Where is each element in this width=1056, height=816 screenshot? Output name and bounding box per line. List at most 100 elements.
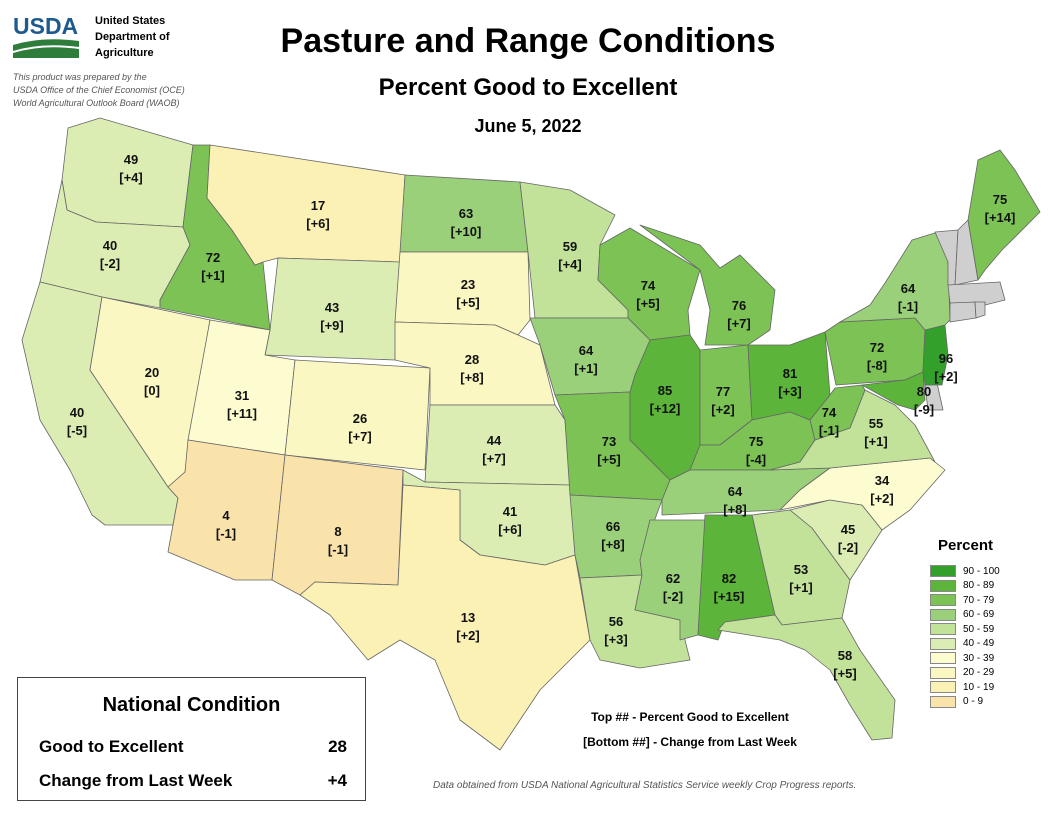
state-value-IA: 64 bbox=[579, 343, 594, 358]
state-value-OK: 41 bbox=[503, 504, 517, 519]
state-change-MS: [-2] bbox=[663, 589, 683, 604]
state-CO bbox=[284, 359, 431, 471]
state-change-WI: [+5] bbox=[636, 296, 659, 311]
state-FL bbox=[717, 614, 896, 741]
state-change-MD: [-9] bbox=[914, 402, 934, 417]
state-change-OR: [-2] bbox=[100, 256, 120, 271]
state-change-NY: [-1] bbox=[898, 299, 918, 314]
usda-logo-text: USDA bbox=[13, 13, 78, 39]
state-WY bbox=[264, 257, 401, 361]
state-value-AR: 66 bbox=[606, 519, 620, 534]
state-change-AR: [+8] bbox=[601, 537, 624, 552]
legend-item: 30 - 39 bbox=[930, 651, 1000, 666]
legend-label: 40 - 49 bbox=[963, 638, 995, 650]
state-change-OK: [+6] bbox=[498, 522, 521, 537]
state-change-WV: [-1] bbox=[819, 423, 839, 438]
state-value-MS: 62 bbox=[666, 571, 680, 586]
good-to-excellent-row: Good to Excellent 28 bbox=[39, 737, 347, 757]
state-MD bbox=[861, 371, 926, 411]
map-title: Pasture and Range Conditions bbox=[280, 22, 776, 60]
state-value-FL: 58 bbox=[838, 648, 852, 663]
state-change-MT: [+6] bbox=[306, 216, 329, 231]
state-value-NV: 20 bbox=[145, 365, 159, 380]
state-change-UT: [+11] bbox=[227, 406, 257, 421]
legend-item: 90 - 100 bbox=[930, 564, 1000, 579]
good-to-excellent-label: Good to Excellent bbox=[39, 737, 184, 756]
state-change-AZ: [-1] bbox=[216, 526, 236, 541]
state-change-KY: [-4] bbox=[746, 452, 766, 467]
legend-swatch bbox=[930, 637, 956, 650]
state-change-IL: [+12] bbox=[650, 401, 681, 416]
state-value-IL: 85 bbox=[658, 383, 672, 398]
national-condition-title: National Condition bbox=[102, 694, 281, 716]
state-value-MT: 17 bbox=[311, 198, 325, 213]
state-value-NM: 8 bbox=[334, 524, 341, 539]
legend-swatch bbox=[930, 652, 956, 665]
legend-label: 90 - 100 bbox=[963, 565, 1000, 577]
change-from-last-week-row: Change from Last Week +4 bbox=[39, 771, 347, 791]
state-value-AZ: 4 bbox=[222, 508, 230, 523]
state-ME bbox=[967, 149, 1041, 281]
state-change-AL: [+15] bbox=[714, 589, 745, 604]
state-value-NC: 34 bbox=[875, 473, 890, 488]
map-date: June 5, 2022 bbox=[474, 116, 582, 136]
state-value-WA: 49 bbox=[124, 152, 138, 167]
state-NY bbox=[839, 231, 951, 331]
state-value-GA: 53 bbox=[794, 562, 808, 577]
state-WV bbox=[809, 384, 866, 441]
legend-title: Percent bbox=[938, 537, 994, 554]
state-value-PA: 72 bbox=[870, 340, 884, 355]
state-value-SC: 45 bbox=[841, 522, 855, 537]
legend-item: 20 - 29 bbox=[930, 666, 1000, 681]
state-change-MN: [+4] bbox=[558, 257, 581, 272]
state-value-MD: 80 bbox=[917, 384, 931, 399]
state-labels: 49 [+4] 40 [-2] 40 [-5] 72 [+1] 20 [0] 17 [+6] 43 [+9… bbox=[67, 152, 1015, 681]
legend-swatch bbox=[930, 623, 956, 636]
state-change-ND: [+10] bbox=[451, 224, 482, 239]
state-change-GA: [+1] bbox=[789, 580, 812, 595]
state-change-ID: [+1] bbox=[201, 268, 224, 283]
state-value-CO: 26 bbox=[353, 411, 367, 426]
legend-swatch bbox=[930, 579, 956, 592]
state-value-IN: 77 bbox=[716, 384, 730, 399]
state-change-OH: [+3] bbox=[778, 384, 801, 399]
state-value-LA: 56 bbox=[609, 614, 623, 629]
state-value-WY: 43 bbox=[325, 300, 339, 315]
legend-item: 40 - 49 bbox=[930, 637, 1000, 652]
legend-item: 10 - 19 bbox=[930, 680, 1000, 695]
state-value-ID: 72 bbox=[206, 250, 220, 265]
legend-label: 0 - 9 bbox=[963, 696, 984, 708]
national-condition-box: National Condition Good to Excellent 28 … bbox=[17, 677, 366, 801]
state-value-OH: 81 bbox=[783, 366, 797, 381]
state-value-SD: 23 bbox=[461, 277, 475, 292]
legend-swatch bbox=[930, 565, 956, 578]
legend-item: 70 - 79 bbox=[930, 593, 1000, 608]
state-value-MN: 59 bbox=[563, 239, 577, 254]
state-value-AL: 82 bbox=[722, 571, 736, 586]
state-change-VA: [+1] bbox=[864, 434, 887, 449]
legend-label: 80 - 89 bbox=[963, 580, 995, 592]
state-change-NV: [0] bbox=[144, 383, 160, 398]
map-subtitle: Percent Good to Excellent bbox=[378, 74, 678, 101]
legend-item: 80 - 89 bbox=[930, 579, 1000, 594]
state-TX bbox=[299, 484, 591, 751]
legend-item: 0 - 9 bbox=[930, 695, 1000, 710]
state-value-NJ: 96 bbox=[939, 351, 953, 366]
key-line-bottom: [Bottom ##] - Change from Last Week bbox=[583, 735, 797, 749]
credit-line-3: World Agricultural Outlook Board (WAOB) bbox=[13, 98, 180, 108]
state-change-IA: [+1] bbox=[574, 361, 597, 376]
legend-label: 60 - 69 bbox=[963, 609, 995, 621]
state-change-NE: [+8] bbox=[460, 370, 483, 385]
state-change-PA: [-8] bbox=[867, 358, 887, 373]
state-change-SC: [-2] bbox=[838, 540, 858, 555]
state-change-LA: [+3] bbox=[604, 632, 627, 647]
state-MI bbox=[639, 224, 776, 346]
state-value-TX: 13 bbox=[461, 610, 475, 625]
state-change-ME: [+14] bbox=[985, 210, 1016, 225]
state-change-TX: [+2] bbox=[456, 628, 479, 643]
state-value-NY: 64 bbox=[901, 281, 916, 296]
credit-text: This product was prepared by the USDA Of… bbox=[13, 71, 185, 110]
map-legend: Percent 90 - 100 80 - 89 70 - 79 60 - 69 50 … bbox=[930, 537, 1000, 709]
state-change-MI: [+7] bbox=[727, 316, 750, 331]
state-value-MI: 76 bbox=[732, 298, 746, 313]
